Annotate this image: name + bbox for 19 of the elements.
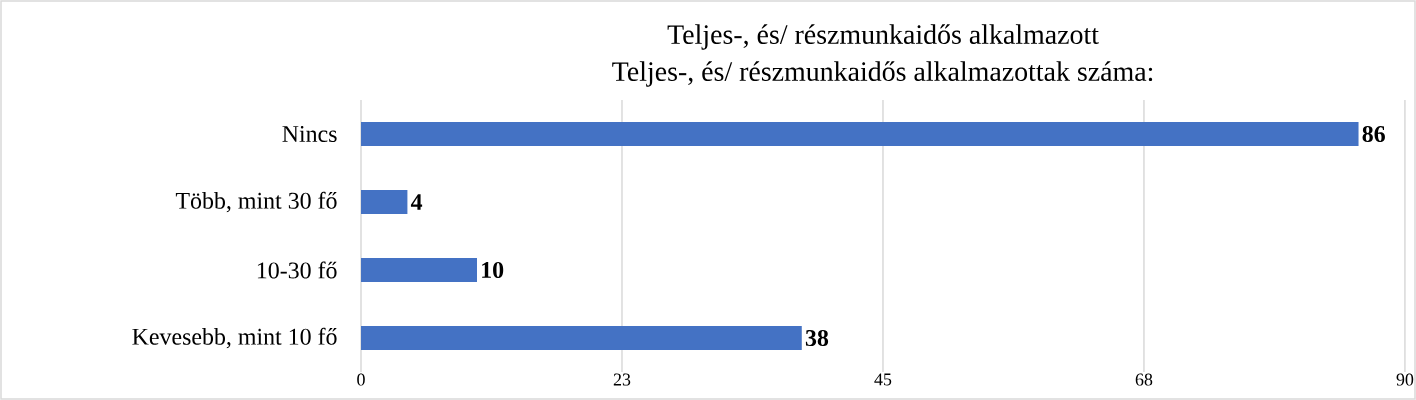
y-tick-label: Több, mint 30 fő bbox=[175, 191, 337, 213]
x-tick-label: 23 bbox=[613, 373, 631, 386]
chart-title: Teljes-, és/ részmunkaidős alkalmazott bbox=[667, 24, 1099, 50]
bar bbox=[361, 190, 408, 214]
y-tick-label: 10-30 fő bbox=[257, 261, 337, 279]
data-label: 86 bbox=[1362, 125, 1385, 143]
x-tick-label: 90 bbox=[1396, 373, 1414, 386]
bar bbox=[361, 122, 1359, 146]
bar bbox=[361, 258, 477, 282]
chart-subtitle: Teljes-, és/ részmunkaidős alkalmazottak száma: bbox=[612, 61, 1153, 87]
x-tick-label: 0 bbox=[357, 373, 365, 386]
data-label: 4 bbox=[410, 194, 423, 210]
data-label: 10 bbox=[482, 261, 504, 279]
bar bbox=[361, 326, 802, 350]
y-tick-label: Nincs bbox=[282, 125, 337, 143]
x-tick-label: 68 bbox=[1135, 373, 1153, 386]
x-tick-label: 45 bbox=[874, 373, 892, 386]
data-label: 38 bbox=[805, 329, 829, 347]
y-tick-label: Kevesebb, mint 10 fő bbox=[132, 327, 337, 349]
